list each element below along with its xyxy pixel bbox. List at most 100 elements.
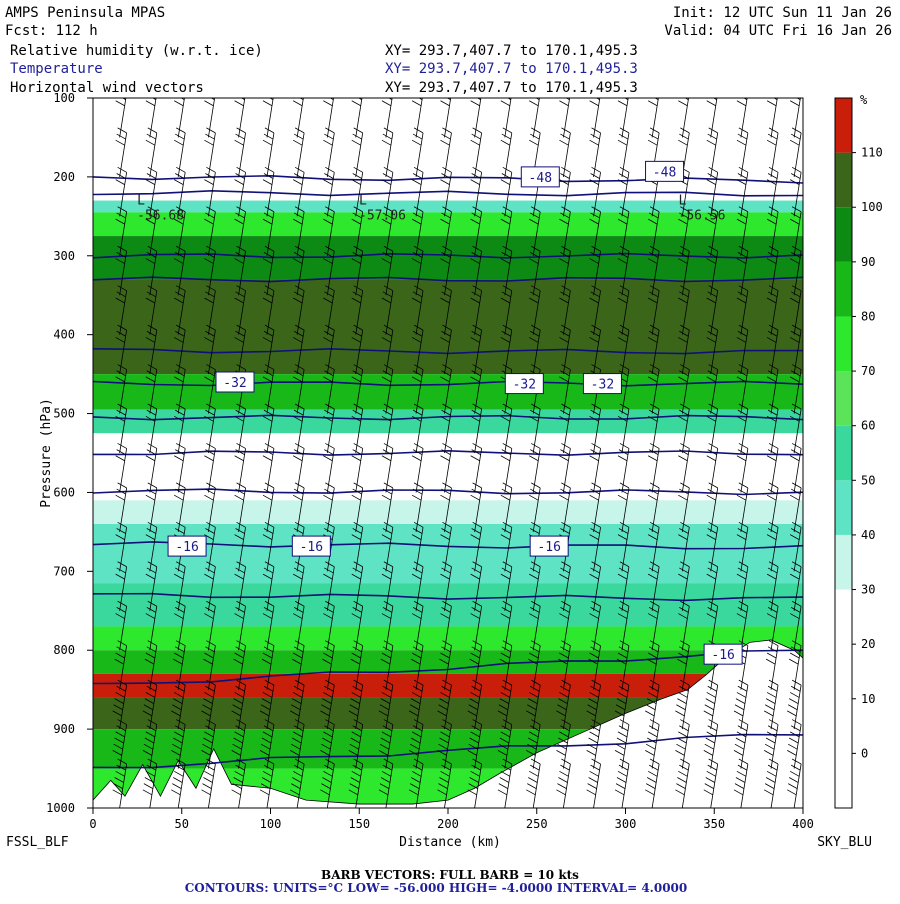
- wind-barb-flag: [233, 777, 243, 783]
- wind-barb-flag: [235, 212, 245, 219]
- wind-barb-shaft: [444, 724, 452, 769]
- wind-barb-flag: [323, 258, 333, 264]
- wind-barb-flag: [352, 646, 362, 653]
- wind-barb-flag: [115, 139, 125, 146]
- wind-barb-flag: [502, 166, 512, 173]
- colorbar-bin: [835, 207, 852, 262]
- wind-barb-shaft: [238, 487, 246, 532]
- wind-barb-flag: [704, 783, 714, 789]
- wind-barb-flag: [531, 364, 541, 370]
- wind-barb-flag: [176, 206, 186, 213]
- wind-barb-flag: [292, 770, 303, 777]
- wind-barb-flag: [649, 206, 660, 213]
- wind-barb-flag: [146, 764, 157, 771]
- wind-barb-flag: [738, 364, 749, 370]
- wind-barb-flag: [440, 692, 450, 698]
- isotherm-line: [93, 380, 803, 387]
- wind-barb-shaft: [415, 369, 424, 414]
- wind-barb-flag: [115, 100, 125, 107]
- wind-barb-flag: [560, 567, 570, 574]
- wind-barb-flag: [236, 166, 246, 173]
- wind-barb-flag: [351, 494, 361, 501]
- wind-barb-flag: [501, 685, 512, 692]
- wind-barb-flag: [791, 640, 802, 647]
- wind-barb-flag: [146, 252, 157, 258]
- wind-barb-flag: [382, 725, 393, 732]
- wind-barb-flag: [766, 179, 777, 186]
- wind-barb-flag: [293, 488, 304, 495]
- contour-label-box: [520, 166, 560, 188]
- wind-barb-flag: [648, 725, 659, 732]
- wind-barb-flag: [680, 206, 690, 213]
- wind-barb-flag: [147, 521, 157, 528]
- wind-barb-shaft: [532, 487, 541, 532]
- wind-barb-flag: [234, 139, 244, 146]
- wind-barb-flag: [708, 364, 718, 370]
- wind-barb-flag: [175, 370, 185, 377]
- wind-barb-flag: [146, 212, 157, 219]
- wind-barb-flag: [142, 789, 153, 796]
- y-axis-label: Pressure (hPa): [39, 398, 54, 508]
- wind-barb-flag: [591, 403, 601, 410]
- wind-barb-flag: [176, 285, 186, 292]
- wind-barb-flag: [767, 252, 778, 258]
- wind-barb-flag: [619, 127, 630, 134]
- wind-barb-flag: [649, 640, 660, 647]
- wind-barb-flag: [790, 252, 801, 258]
- wind-barb-flag: [648, 528, 659, 534]
- wind-barb-flag: [379, 783, 390, 789]
- wind-barb-flag: [261, 777, 272, 783]
- wind-barb-flag: [530, 646, 540, 653]
- wind-barb-flag: [381, 297, 392, 304]
- wind-barb-flag: [590, 252, 600, 258]
- wind-barb-flag: [354, 49, 363, 54]
- wind-barb-shaft: [119, 645, 128, 690]
- y-tick-label: 300: [53, 249, 75, 263]
- wind-barb-flag: [446, 98, 451, 100]
- wind-barb-flag: [735, 777, 746, 783]
- wind-barb-flag: [646, 704, 656, 711]
- wind-barb-flag: [381, 218, 392, 225]
- wind-barb-flag: [440, 139, 450, 146]
- wind-barb-flag: [204, 337, 214, 343]
- wind-barb-shaft: [532, 251, 541, 296]
- wind-barb-shaft: [266, 290, 275, 335]
- wind-barb-flag: [469, 737, 479, 744]
- wind-barb-flag: [234, 218, 244, 225]
- contour-label: -32: [582, 373, 622, 395]
- wind-barb-flag: [145, 376, 156, 383]
- wind-barb-flag: [295, 49, 304, 54]
- colorbar-label: 30: [861, 583, 875, 597]
- wind-barb-shaft: [415, 685, 424, 730]
- wind-barb-flag: [176, 324, 186, 331]
- wind-barb-shaft: [119, 724, 128, 769]
- wind-barb-flag: [411, 573, 422, 580]
- wind-barb-flag: [471, 173, 481, 179]
- wind-barb-flag: [440, 770, 450, 777]
- wind-barb-flag: [587, 743, 597, 750]
- wind-barb-flag: [501, 330, 512, 337]
- wind-barb-shaft: [651, 290, 660, 335]
- wind-barb-flag: [617, 100, 628, 107]
- wind-barb-flag: [767, 212, 778, 219]
- wind-barb-flag: [291, 777, 302, 783]
- wind-barb-flag: [204, 415, 214, 422]
- wind-barb-flag: [767, 488, 778, 495]
- wind-barb-flag: [116, 528, 126, 534]
- wind-barb-flag: [559, 613, 569, 619]
- wind-barb-flag: [413, 640, 424, 647]
- wind-barb-flag: [648, 291, 659, 298]
- wind-barb-flag: [174, 337, 184, 343]
- wind-barb-shaft: [444, 98, 452, 138]
- wind-barb-shaft: [385, 132, 394, 177]
- wind-barb-flag: [349, 743, 359, 750]
- wind-barb-flag: [768, 324, 779, 331]
- wind-barb-flag: [354, 88, 363, 93]
- footer-contours-line: CONTOURS: UNITS=°C LOW= -56.000 HIGH= -4…: [185, 881, 688, 895]
- wind-barb-shaft: [593, 527, 601, 572]
- wind-barb-flag: [293, 212, 304, 219]
- wind-barb-flag: [349, 783, 359, 789]
- wind-barb-flag: [679, 764, 689, 771]
- wind-barb-shaft: [740, 487, 749, 532]
- wind-barb-flag: [767, 291, 778, 298]
